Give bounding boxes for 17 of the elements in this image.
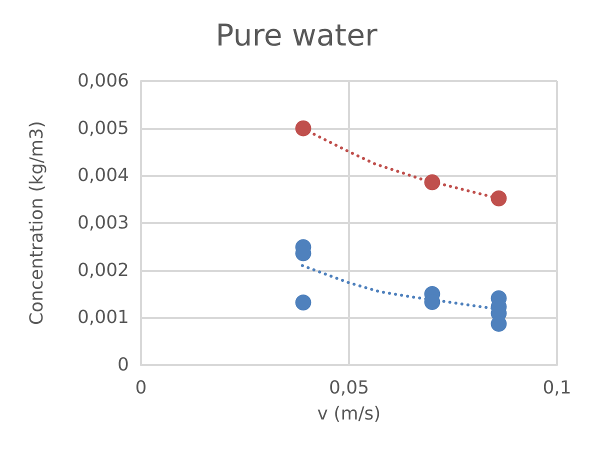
y-tick-label: 0,001 [77, 307, 129, 328]
y-tick-label: 0,005 [77, 118, 129, 139]
y-tick-label: 0,004 [77, 165, 129, 186]
x-axis-title: v (m/s) [317, 404, 381, 424]
chart-title: Pure water [216, 18, 378, 54]
x-tick-label: 0,05 [328, 378, 370, 398]
y-tick-label: 0,002 [77, 260, 129, 281]
y-axis-title: Concentration (kg/m3) [26, 120, 48, 326]
point [490, 190, 507, 206]
x-tick-label: 0,1 [542, 378, 572, 398]
point [424, 174, 440, 190]
y-tick-label: 0 [118, 354, 129, 376]
point [295, 120, 312, 136]
y-tick-label: 0,003 [77, 212, 129, 234]
x-tick-label: 0 [135, 378, 147, 398]
y-tick-label: 0,006 [77, 70, 129, 92]
point [295, 294, 312, 311]
